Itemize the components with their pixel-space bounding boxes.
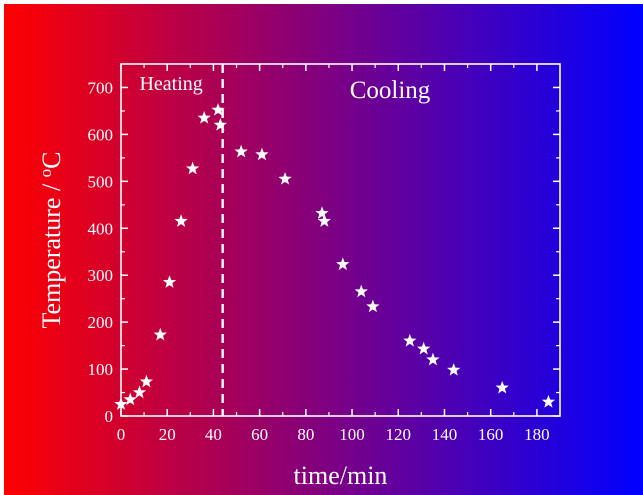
y-tick-label: 400 [88, 219, 114, 238]
data-points [114, 102, 556, 410]
chart-figure: 0 20 40 60 80 100 120 140 160 180 0 100 200 300 400 500… [4, 4, 643, 495]
x-tick-label: 20 [159, 425, 176, 444]
x-tick-label: 60 [251, 425, 268, 444]
y-axis-title: Temperature / oC [36, 151, 67, 328]
x-tick-label: 0 [117, 425, 126, 444]
data-point-star [278, 171, 292, 185]
data-point-star [213, 118, 228, 131]
x-tick-label: 40 [205, 425, 222, 444]
data-point-star [366, 299, 380, 313]
y-tick-label: 300 [88, 266, 114, 285]
plot-frame [120, 63, 561, 417]
x-axis-title: time/min [294, 461, 388, 490]
x-tick-label: 100 [339, 425, 365, 444]
y-tick-label: 500 [88, 172, 114, 191]
data-point-star [354, 284, 368, 298]
data-point-star [132, 385, 147, 399]
y-tick-label: 600 [88, 125, 114, 144]
data-point-star [315, 206, 329, 219]
data-point-star [197, 110, 211, 124]
scatter-chart: 0 20 40 60 80 100 120 140 160 180 0 100 200 300 400 500… [4, 4, 643, 495]
data-point-star [185, 161, 200, 175]
y-tick-label: 0 [105, 407, 114, 426]
axis-ticks: 0 20 40 60 80 100 120 140 160 180 0 100 200 300 400 500… [88, 64, 560, 444]
data-point-star [114, 397, 128, 410]
y-tick-label: 700 [88, 78, 114, 97]
data-point-star [336, 257, 350, 271]
data-point-star [123, 392, 137, 406]
data-point-star [426, 352, 440, 366]
x-tick-label: 120 [386, 425, 412, 444]
data-point-star [541, 394, 556, 408]
data-point-star [162, 275, 177, 288]
data-point-star [317, 214, 331, 227]
data-point-star [255, 147, 269, 161]
axes [120, 63, 561, 417]
x-tick-label: 140 [432, 425, 458, 444]
x-tick-label: 80 [297, 425, 314, 444]
data-point-star [139, 374, 154, 388]
data-point-star [417, 341, 431, 355]
data-point-star [153, 327, 167, 341]
y-tick-label: 100 [88, 360, 114, 379]
y-tick-label: 200 [88, 313, 114, 332]
x-tick-label: 180 [524, 425, 550, 444]
heating-label: Heating [139, 73, 202, 95]
data-point-star [211, 102, 225, 116]
data-point-star [447, 363, 461, 376]
data-point-star [403, 333, 417, 347]
data-point-star [234, 144, 248, 158]
cooling-label: Cooling [350, 77, 431, 104]
data-point-star [495, 380, 509, 394]
data-point-star [174, 214, 188, 227]
x-tick-label: 160 [478, 425, 504, 444]
